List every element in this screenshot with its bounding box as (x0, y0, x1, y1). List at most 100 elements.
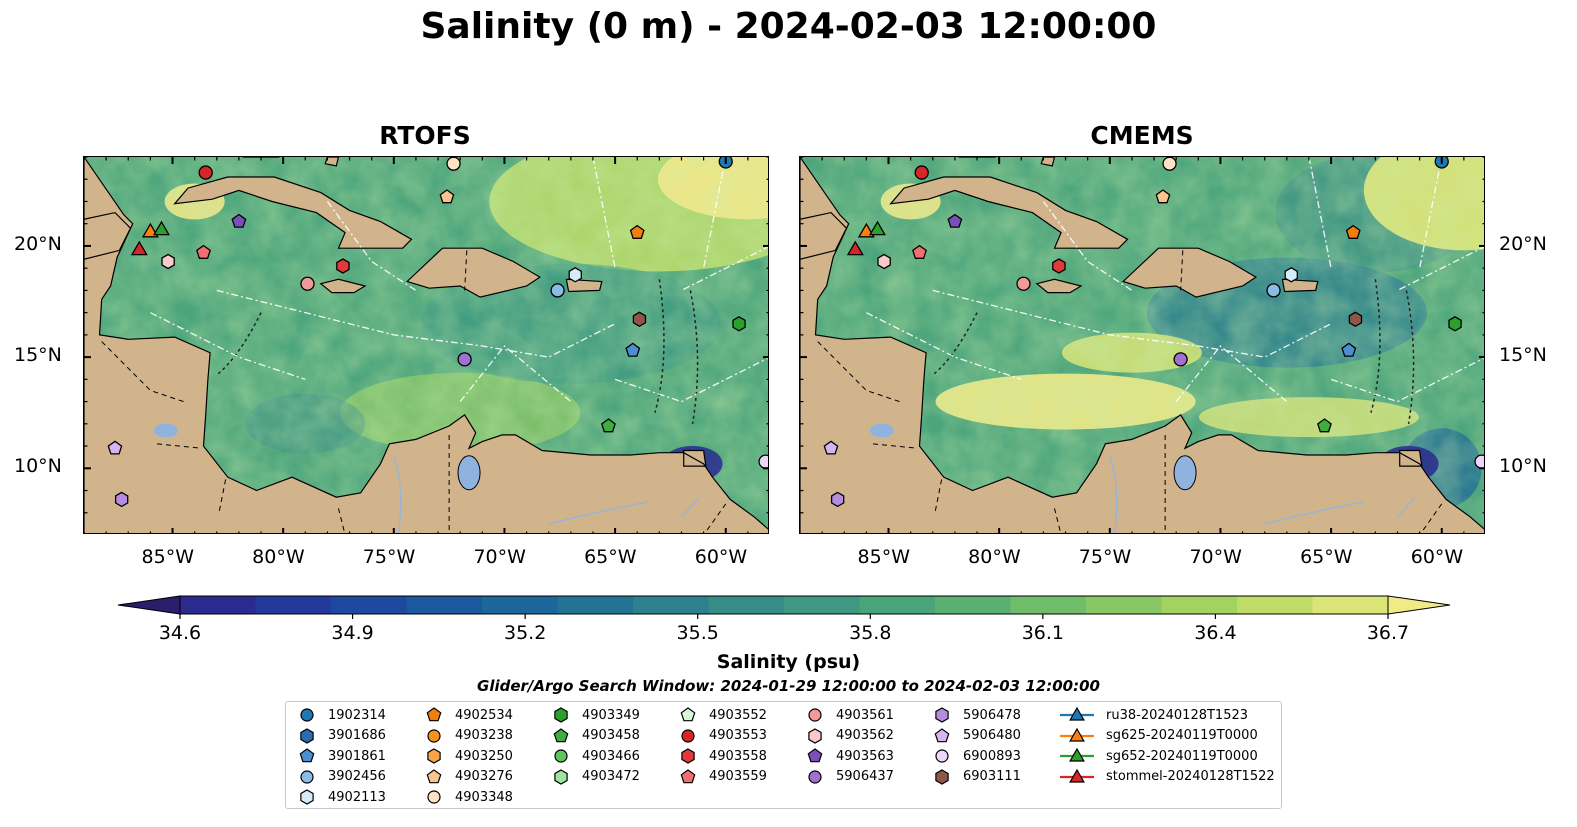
float-5906437[interactable] (1173, 352, 1188, 367)
float-4903563[interactable] (947, 213, 963, 228)
glider-stommel-20240128T1522[interactable] (130, 240, 148, 256)
legend-item: 4903561 (804, 705, 894, 725)
float-4903562[interactable] (877, 253, 891, 270)
float-5906480[interactable] (107, 440, 123, 455)
panel-title-rtofs: RTOFS (379, 121, 471, 150)
colorbar-extend-low (117, 595, 181, 615)
float-4903349[interactable] (732, 316, 746, 332)
lon-label-left: 70°W (473, 546, 526, 568)
lon-label-left: 65°W (584, 546, 637, 568)
float-4902113[interactable] (1284, 267, 1298, 283)
legend-marker-icon (554, 749, 568, 763)
panel-title-cmems: CMEMS (1090, 121, 1194, 150)
legend-marker-icon (553, 727, 569, 742)
legend-item: 4903349 (550, 705, 640, 725)
legend-marker-icon (554, 768, 568, 785)
legend-label: 4903458 (582, 728, 640, 743)
float-5906478[interactable] (830, 491, 845, 508)
legend-marker-icon (426, 707, 442, 722)
legend-label: 4903349 (582, 707, 640, 723)
legend-label: 1902314 (328, 707, 386, 723)
float-4903559[interactable] (196, 244, 211, 259)
float-6900893[interactable] (1474, 454, 1485, 469)
bathymetry-contours (932, 279, 1415, 424)
float-4903458[interactable] (601, 418, 616, 433)
float-4903562[interactable] (161, 253, 175, 270)
legend-item: 3902456 (296, 767, 386, 787)
colorbar-segment (331, 596, 408, 614)
legend-item: 1902314 (296, 705, 386, 725)
float-5906480[interactable] (823, 440, 839, 455)
legend-label: ru38-20240128T1523 (1106, 707, 1249, 723)
legend-label: 5906480 (963, 728, 1021, 743)
float-4903553[interactable] (198, 165, 213, 180)
legend-item: 4903238 (423, 726, 513, 746)
lon-label-left: 75°W (362, 546, 416, 568)
legend-item: stommel-20240128T1522 (1058, 767, 1275, 787)
glider-stommel-20240128T1522[interactable] (846, 240, 864, 256)
float-4902534[interactable] (629, 224, 645, 239)
float-4903561[interactable] (1016, 276, 1031, 291)
float-5906478[interactable] (114, 491, 129, 508)
legend-label: 6900893 (963, 748, 1021, 764)
eez-boundaries (866, 157, 1484, 403)
map-rtofs[interactable] (83, 156, 769, 534)
rivers (1109, 454, 1416, 533)
float-4903276[interactable] (439, 189, 455, 204)
lat-label-left: 10°N (14, 455, 62, 478)
lon-label-right: 80°W (968, 546, 1021, 568)
legend-item: 4903552 (677, 705, 767, 725)
float-4902113[interactable] (568, 267, 582, 283)
float-3902456[interactable] (550, 283, 565, 298)
float-4902534[interactable] (1345, 224, 1361, 239)
glider-sg652-20240119T0000[interactable] (868, 220, 886, 236)
float-4903349[interactable] (1448, 316, 1462, 332)
rivers (393, 454, 700, 533)
float-6900893[interactable] (758, 454, 769, 469)
colorbar-segment (1312, 596, 1389, 614)
legend-item: 5906480 (931, 726, 1021, 746)
legend-marker-icon (300, 708, 314, 722)
colorbar-tick-label: 36.1 (1021, 622, 1064, 644)
legend-label: 3902456 (328, 769, 386, 784)
float-3901861[interactable] (1341, 342, 1357, 357)
legend-marker-icon (807, 748, 823, 763)
glider-sg652-20240119T0000[interactable] (152, 220, 170, 236)
float-4903559[interactable] (912, 244, 927, 259)
lat-label-right: 20°N (1499, 232, 1547, 255)
float-3901861[interactable] (625, 342, 641, 357)
float-4903276[interactable] (1155, 189, 1171, 204)
legend-marker-icon (680, 768, 696, 783)
float-4903458[interactable] (1317, 418, 1332, 433)
legend-label: 4903552 (709, 707, 767, 723)
legend-marker-icon (934, 727, 950, 742)
colorbar-segment (633, 596, 710, 614)
legend-item: 4903559 (677, 767, 767, 787)
float-4903553[interactable] (914, 165, 929, 180)
legend-marker-icon (1060, 727, 1094, 742)
colorbar-segment (1237, 596, 1314, 614)
float-4903558[interactable] (336, 258, 350, 274)
legend-label: 4903563 (836, 748, 894, 764)
float-5906437[interactable] (457, 352, 472, 367)
float-3902456[interactable] (1266, 283, 1281, 298)
legend-label: sg625-20240119T0000 (1106, 728, 1258, 743)
lat-label-left: 20°N (14, 232, 62, 255)
float-4903348[interactable] (446, 157, 461, 171)
colorbar-tick-label: 35.8 (849, 622, 892, 644)
float-6903111[interactable] (1348, 311, 1363, 328)
colorbar-tick-label: 34.6 (158, 622, 202, 644)
float-4903561[interactable] (300, 276, 315, 291)
lake-maracaibo (1173, 455, 1197, 491)
colorbar (117, 595, 1451, 619)
lake-nicaragua (869, 423, 894, 438)
map-cmems[interactable] (799, 156, 1485, 534)
lat-label-right: 10°N (1499, 455, 1547, 478)
float-4903348[interactable] (1162, 157, 1177, 171)
legend-item: ru38-20240128T1523 (1058, 705, 1248, 725)
float-6903111[interactable] (632, 311, 647, 328)
float-4903563[interactable] (231, 213, 247, 228)
legend-marker-icon (808, 727, 822, 744)
legend-label: 4903561 (836, 707, 894, 723)
float-4903558[interactable] (1052, 258, 1066, 274)
